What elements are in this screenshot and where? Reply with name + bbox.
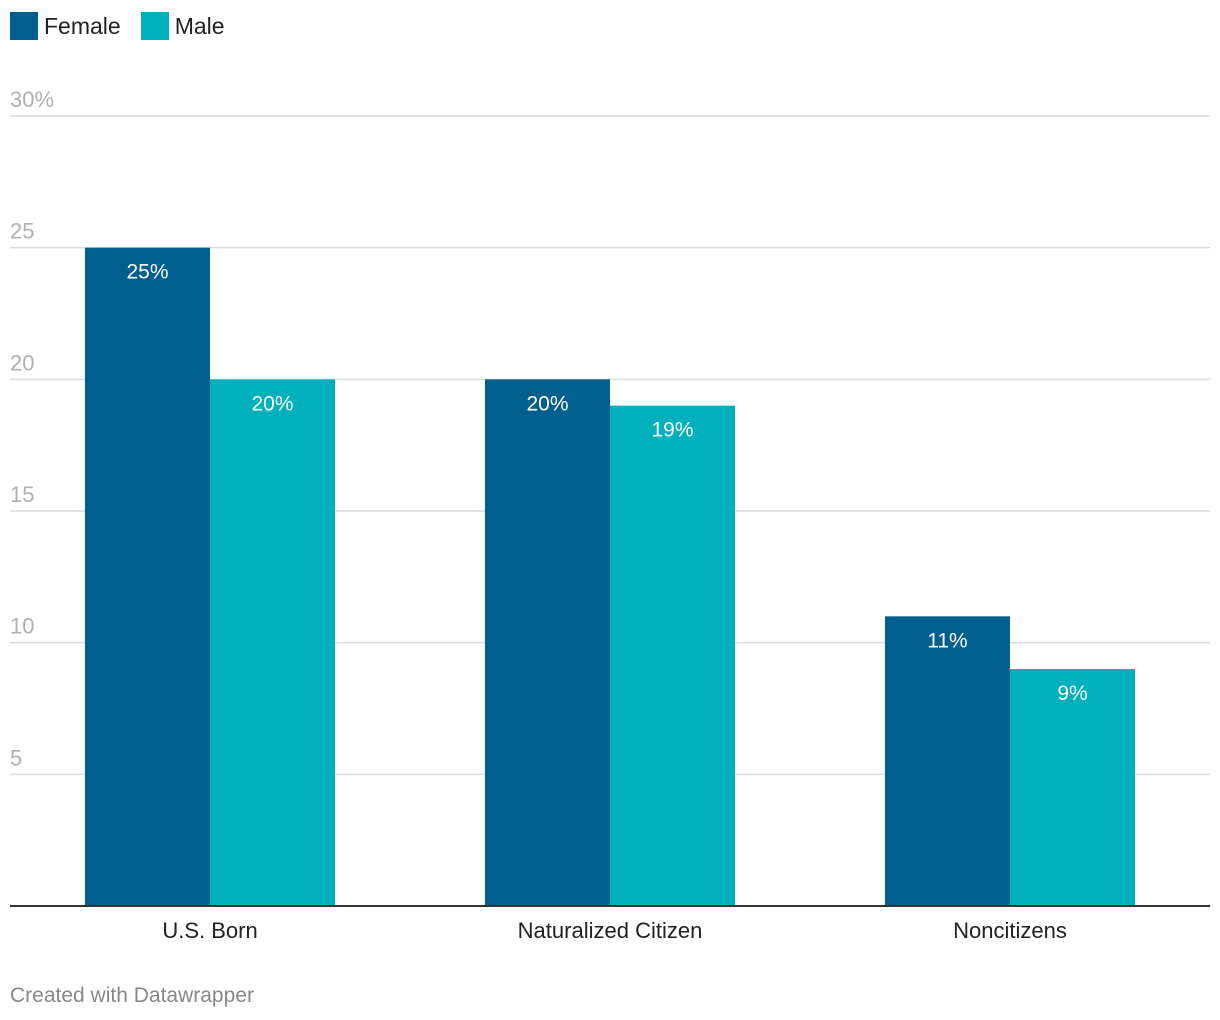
bar-male xyxy=(1010,669,1135,906)
bars: 25% 20% 20% 19% 11% 9% xyxy=(85,247,1135,906)
y-tick-label: 15 xyxy=(10,482,34,507)
bar-value-label: 19% xyxy=(651,419,693,442)
bar-female xyxy=(85,247,210,906)
bar-female xyxy=(885,616,1010,906)
y-tick-label: 30% xyxy=(10,87,54,112)
bar-value-label: 9% xyxy=(1057,682,1087,705)
bar-male xyxy=(210,379,335,906)
bar-female xyxy=(485,379,610,906)
legend: Female Male xyxy=(10,12,245,40)
bar-value-label: 20% xyxy=(251,392,293,415)
y-tick-label: 20 xyxy=(10,350,34,375)
x-tick-label: Noncitizens xyxy=(953,918,1067,943)
legend-swatch-male xyxy=(140,12,169,40)
legend-label-female: Female xyxy=(44,12,121,39)
y-tick-label: 5 xyxy=(10,745,22,770)
bar-value-label: 11% xyxy=(927,629,967,652)
bar-value-label: 20% xyxy=(526,392,568,415)
x-tick-label: U.S. Born xyxy=(162,918,257,943)
legend-item-female: Female xyxy=(10,12,121,40)
bar-value-label: 25% xyxy=(126,261,168,284)
x-axis: U.S. Born Naturalized Citizen Noncitizens xyxy=(10,905,1210,943)
y-tick-label: 25 xyxy=(10,219,34,244)
legend-swatch-female xyxy=(10,12,38,40)
legend-label-male: Male xyxy=(174,12,225,39)
legend-item-male: Male xyxy=(140,12,225,40)
bar-male xyxy=(610,405,735,906)
y-tick-label: 10 xyxy=(10,614,34,639)
x-tick-label: Naturalized Citizen xyxy=(518,918,703,943)
footer-credit: Created with Datawrapper xyxy=(10,984,254,1007)
